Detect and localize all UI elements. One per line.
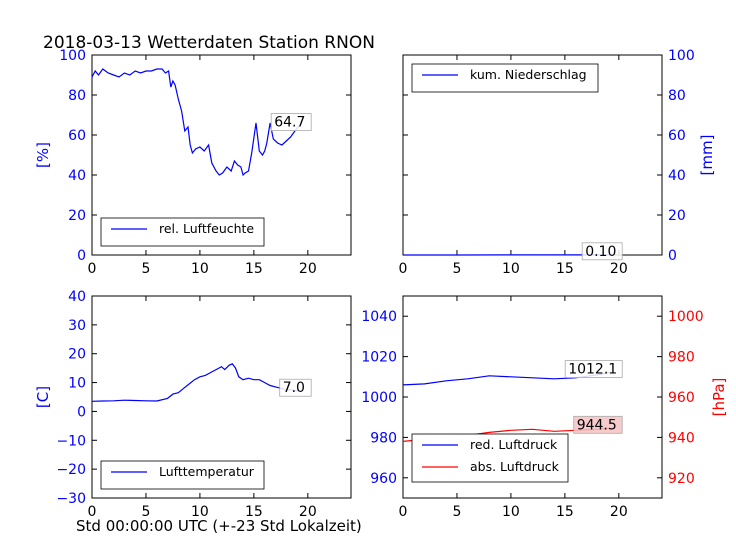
y2-tick-label: 60 — [668, 128, 686, 144]
annotation-label: 64.7 — [274, 115, 305, 131]
y-tick-label: 1000 — [361, 390, 397, 406]
y-axis-label: [C] — [34, 386, 52, 408]
x-tick-label: 20 — [610, 261, 628, 277]
y2-tick-label: 940 — [668, 430, 695, 446]
x-tick-label: 20 — [610, 504, 628, 520]
x-tick-label: 15 — [245, 504, 263, 520]
figure-title: 2018-03-13 Wetterdaten Station RNON — [43, 33, 375, 53]
annotation-box — [573, 415, 623, 434]
annotation-label: 944.5 — [577, 417, 617, 433]
x-tick-label: 10 — [191, 261, 209, 277]
y2-tick-label: 1000 — [668, 309, 704, 325]
annotation-label: 0.10 — [585, 244, 616, 260]
chart-precipitation: 0 5 10 15 20 0 20 40 60 80 100 [mm] 0.10 kum. Nieders… — [399, 48, 716, 277]
y2-tick-label: 40 — [668, 168, 686, 184]
y2-tick-label: 920 — [668, 471, 695, 487]
y-tick-label: 30 — [68, 318, 86, 334]
x-tick-label: 5 — [141, 261, 150, 277]
x-tick-label: 10 — [191, 504, 209, 520]
legend-box — [100, 217, 265, 247]
y-tick-label: 40 — [68, 289, 86, 305]
y2-tick-label: 960 — [668, 390, 695, 406]
legend-box — [411, 63, 599, 93]
y-tick-label: 40 — [68, 168, 86, 184]
y2-tick-label: 100 — [668, 48, 695, 64]
y-axis-label: [%] — [34, 142, 52, 168]
y-tick-label: 0 — [77, 404, 86, 420]
annotation-label: 1012.1 — [568, 362, 617, 378]
y-tick-label: −20 — [56, 462, 86, 478]
chart-humidity: 0 5 10 15 20 0 20 40 60 80 100 [%] 64.7 rel. Luftfeuc… — [34, 48, 352, 277]
series-line-1 — [91, 363, 300, 402]
x-tick-label: 15 — [556, 261, 574, 277]
legend-entry: Lufttemperatur — [159, 464, 255, 479]
legend-box — [100, 460, 265, 490]
x-tick-label: 5 — [452, 504, 461, 520]
x-tick-label: 0 — [399, 504, 408, 520]
y-tick-label: 60 — [68, 128, 86, 144]
x-tick-label: 15 — [245, 261, 263, 277]
x-tick-label: 5 — [452, 261, 461, 277]
y-tick-label: 100 — [59, 48, 86, 64]
legend-entry: rel. Luftfeuchte — [159, 221, 254, 236]
annotation-box — [270, 113, 312, 131]
y-tick-label: −10 — [56, 433, 86, 449]
y-tick-label: 20 — [68, 347, 86, 363]
chart-pressure: 0 5 10 15 20 960 980 1000 1020 1040 920 940 960 980 10… — [361, 295, 728, 520]
x-tick-label: 0 — [88, 261, 97, 277]
legend-box — [411, 433, 569, 483]
x-axis-label: Std 00:00:00 UTC (+-23 Std Lokalzeit) — [76, 517, 362, 535]
y-tick-label: −30 — [56, 491, 86, 507]
annotation-box — [279, 378, 312, 397]
y-tick-label: 1020 — [361, 350, 397, 366]
y2-tick-label: 80 — [668, 88, 686, 104]
x-tick-label: 10 — [502, 504, 520, 520]
x-tick-label: 0 — [88, 504, 97, 520]
plot-frame — [91, 54, 352, 256]
y2-axis-label: [hPa] — [710, 378, 728, 417]
y-tick-label: 20 — [68, 208, 86, 224]
x-tick-label: 0 — [399, 261, 408, 277]
y2-tick-label: 20 — [668, 208, 686, 224]
annotation-box — [581, 242, 623, 261]
y-tick-label: 1040 — [361, 309, 397, 325]
x-tick-label: 5 — [141, 504, 150, 520]
chart-temperature: 0 5 10 15 20 −30 −20 −10 0 10 20 30 40 [C] 7.0 Lufttemp… — [34, 289, 352, 520]
legend-entry: abs. Luftdruck — [470, 459, 560, 474]
y-tick-label: 80 — [68, 88, 86, 104]
y-tick-label: 0 — [77, 248, 86, 264]
x-tick-label: 20 — [299, 261, 317, 277]
y-axis-label: [mm] — [698, 135, 716, 176]
legend-entry: kum. Niederschlag — [470, 67, 587, 82]
y-tick-label: 10 — [68, 376, 86, 392]
plot-frame — [91, 295, 352, 499]
x-tick-label: 15 — [556, 504, 574, 520]
legend-entry: red. Luftdruck — [470, 437, 558, 452]
x-tick-label: 10 — [502, 261, 520, 277]
series-line-1 — [91, 68, 300, 177]
annotation-box — [564, 360, 623, 378]
y-tick-label: 980 — [370, 430, 397, 446]
y-tick-label: 960 — [370, 471, 397, 487]
y2-tick-label: 980 — [668, 350, 695, 366]
x-tick-label: 20 — [299, 504, 317, 520]
annotation-label: 7.0 — [283, 380, 305, 396]
y2-tick-label: 0 — [668, 248, 677, 264]
